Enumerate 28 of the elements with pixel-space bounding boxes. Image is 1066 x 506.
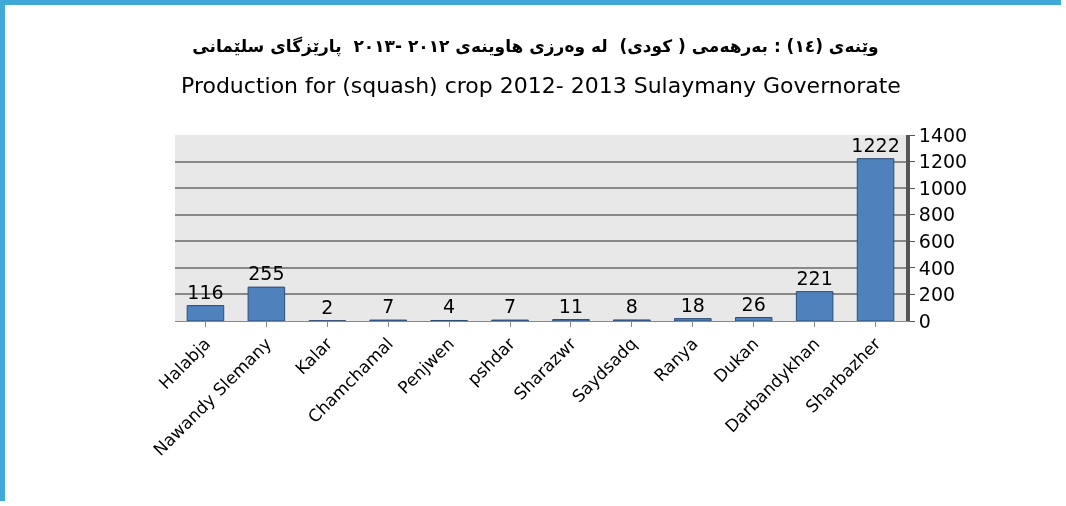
bar: [186, 305, 225, 321]
data-label: 7: [382, 295, 395, 318]
chart-subtitle: Production for (squash) crop 2012- 2013 Sulaymany Governorate: [181, 73, 901, 98]
y-tick-label: 1400: [918, 123, 968, 146]
data-label: 1222: [851, 133, 900, 156]
data-label: 8: [625, 294, 638, 317]
bar: [795, 291, 834, 321]
data-label: 11: [558, 294, 584, 317]
bar: [856, 158, 895, 321]
y-tick-label: 0: [918, 309, 931, 332]
chart-title: وێنەی (١٤) : بەرهەمی ( کودی) لە وەرزی هاوینەی ٢٠١٢ -٢٠١٣ پارێزگای سلێمانی: [192, 35, 879, 57]
data-label: 7: [504, 295, 517, 318]
y-tick-label: 1200: [918, 150, 968, 173]
data-label: 26: [741, 292, 766, 315]
data-label: 255: [248, 262, 285, 285]
y-tick-label: 400: [918, 256, 956, 279]
bar: [247, 286, 286, 321]
y-tick-label: 600: [918, 229, 956, 252]
y-tick-label: 1000: [918, 176, 968, 199]
data-label: 221: [796, 266, 833, 289]
data-label: 116: [187, 280, 224, 303]
bar: [674, 318, 712, 321]
data-label: 4: [443, 295, 456, 318]
y-tick-label: 200: [918, 283, 956, 306]
bar: [734, 317, 773, 321]
y-tick-label: 800: [918, 203, 956, 226]
data-label: 2: [321, 295, 334, 318]
data-label: 18: [680, 293, 705, 316]
